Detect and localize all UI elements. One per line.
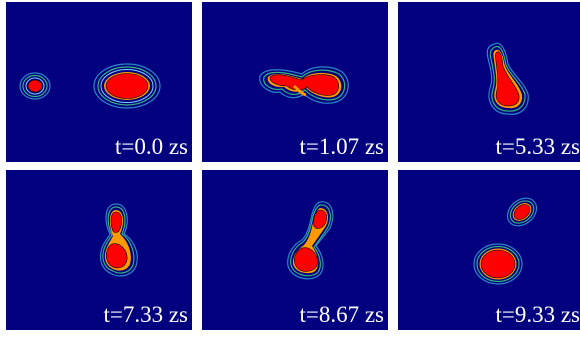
density-contour-plot-1 bbox=[19, 63, 161, 109]
time-label: t=7.33 zs bbox=[103, 302, 188, 327]
time-label: t=0.0 zs bbox=[114, 134, 188, 159]
time-label: t=5.33 zs bbox=[495, 134, 580, 159]
panel-4: t=7.33 zs bbox=[6, 170, 192, 330]
touching-fragments bbox=[259, 66, 349, 104]
time-label: t=9.33 zs bbox=[495, 302, 580, 327]
large-fragment bbox=[93, 63, 161, 109]
density-contour-plot-3 bbox=[486, 42, 529, 115]
small-fragment bbox=[19, 72, 51, 100]
panel-1: t=0.0 zs bbox=[6, 2, 192, 162]
panel-3: t=5.33 zs bbox=[398, 2, 580, 162]
panel-2: t=1.07 zs bbox=[202, 2, 388, 162]
merged-elongated-fragment bbox=[486, 42, 529, 115]
panel-5: t=8.67 zs bbox=[202, 170, 388, 330]
stretched-fragment bbox=[287, 201, 334, 280]
density-contour-plot-2 bbox=[259, 66, 349, 104]
panel-6: t=9.33 zs bbox=[398, 170, 580, 330]
density-contour-plot-5 bbox=[287, 201, 334, 280]
necking-fragment bbox=[99, 203, 138, 277]
separated-lower-fragment bbox=[473, 243, 523, 285]
density-contour-plot-6 bbox=[473, 197, 538, 285]
separated-upper-fragment bbox=[506, 197, 538, 227]
time-label: t=8.67 zs bbox=[299, 302, 384, 327]
density-contour-plot-4 bbox=[99, 203, 138, 277]
time-label: t=1.07 zs bbox=[299, 134, 384, 159]
